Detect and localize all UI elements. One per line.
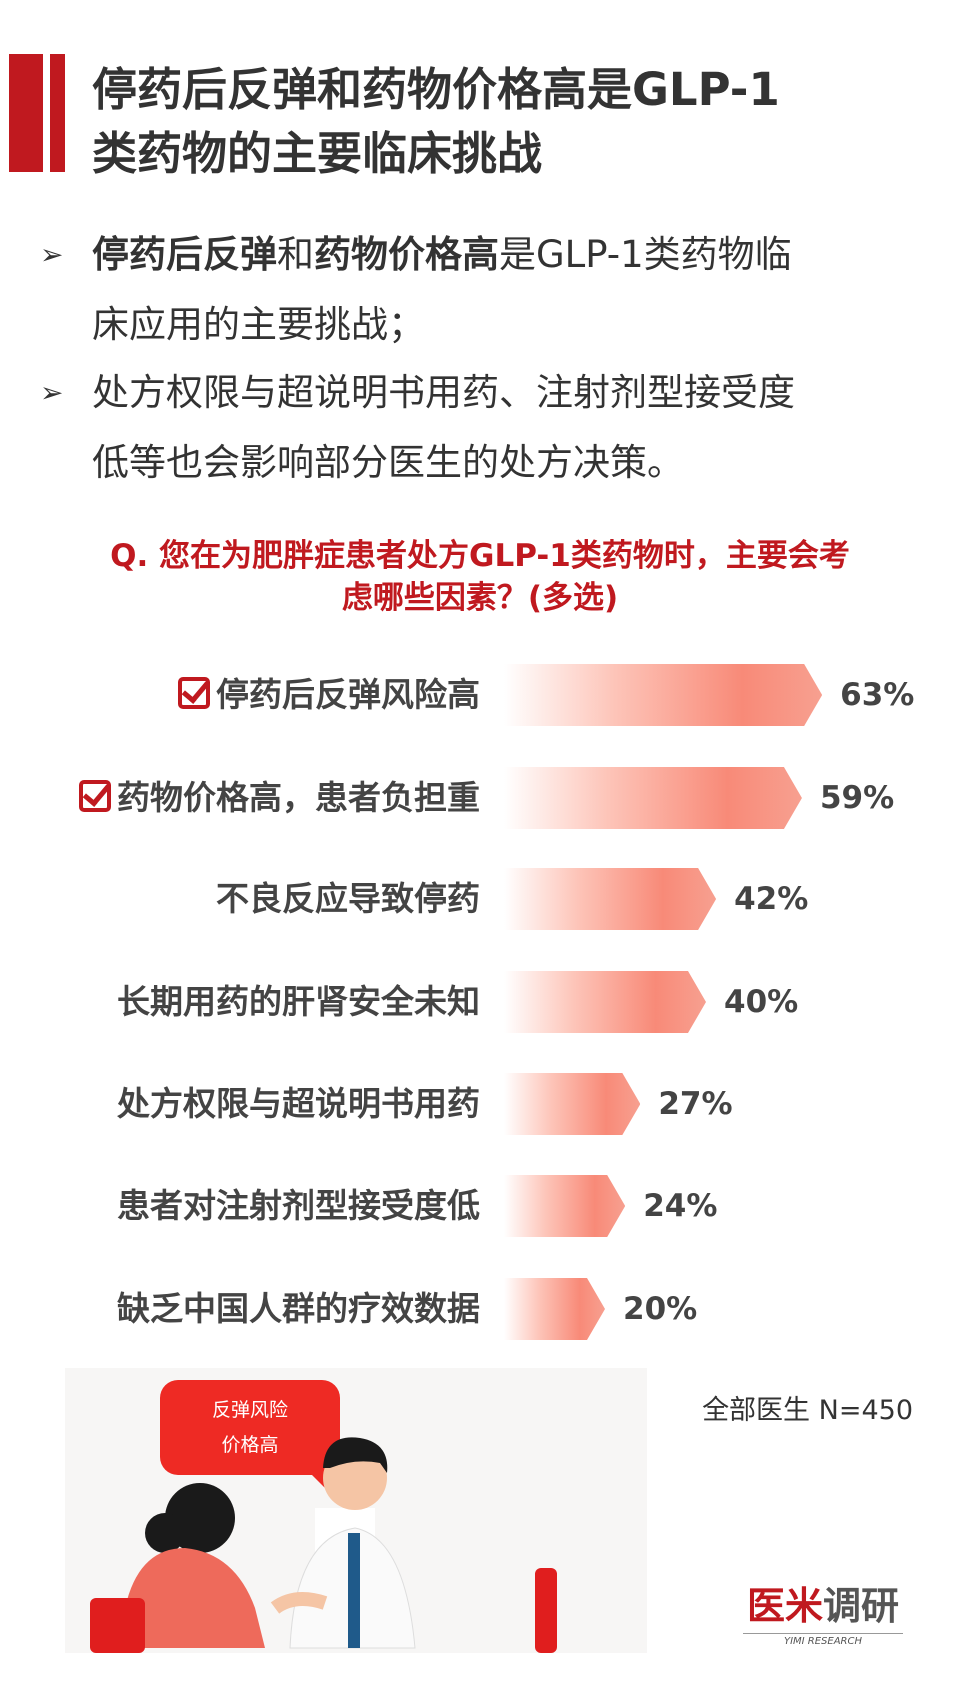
- checkbox-icon: [79, 780, 111, 812]
- bar-row: 患者对注射剂型接受度低 24%: [0, 1175, 960, 1237]
- value-label: 59%: [819, 780, 895, 816]
- category-text: 药物价格高，患者负担重: [117, 778, 480, 817]
- bullet-text: 是GLP-1类药物临: [499, 233, 792, 276]
- bar-row: 停药后反弹风险高 63%: [0, 664, 960, 726]
- title-line: 停药后反弹和药物价格高是GLP-1: [92, 63, 780, 116]
- arrow-icon: ➢: [40, 376, 64, 409]
- value-label: 27%: [658, 1086, 733, 1122]
- arrow-icon: ➢: [40, 238, 64, 271]
- bar: [504, 1073, 640, 1135]
- bullet-item: ➢ 处方权限与超说明书用药、注射剂型接受度 低等也会影响部分医生的处方决策。: [40, 358, 940, 498]
- question-line: 虑哪些因素？(多选): [341, 580, 619, 616]
- bar: [504, 767, 802, 829]
- bullet-item: ➢ 停药后反弹和药物价格高是GLP-1类药物临床应用的主要挑战；: [40, 220, 940, 360]
- category-label: 缺乏中国人群的疗效数据: [117, 1278, 480, 1340]
- value-label: 24%: [643, 1188, 718, 1224]
- bar-row: 长期用药的肝肾安全未知 40%: [0, 971, 960, 1033]
- category-text: 缺乏中国人群的疗效数据: [117, 1289, 480, 1328]
- bar: [504, 1175, 625, 1237]
- category-text: 长期用药的肝肾安全未知: [117, 982, 480, 1021]
- category-text: 处方权限与超说明书用药: [117, 1084, 480, 1123]
- bullet-text: 床应用的主要挑战；: [92, 303, 425, 346]
- value-label: 42%: [734, 881, 809, 917]
- bar-row: 处方权限与超说明书用药 27%: [0, 1073, 960, 1135]
- bar-row: 不良反应导致停药 42%: [0, 868, 960, 930]
- title-line: 类药物的主要临床挑战: [92, 127, 543, 180]
- question-line: Q. 您在为肥胖症患者处方GLP-1类药物时，主要会考: [110, 538, 850, 574]
- logo: 医米调研 YIMI RESEARCH: [743, 1583, 903, 1647]
- value-label: 63%: [840, 677, 915, 713]
- category-label: 长期用药的肝肾安全未知: [117, 971, 480, 1033]
- title-accent-bar: [9, 54, 43, 172]
- value-label: 20%: [623, 1291, 698, 1327]
- title-accent-bar: [50, 54, 65, 172]
- bubble-text: 反弹风险: [212, 1399, 288, 1421]
- speech-bubble: [160, 1380, 340, 1475]
- bullet-text: 处方权限与超说明书用药、注射剂型接受度: [92, 371, 795, 414]
- category-text: 患者对注射剂型接受度低: [117, 1186, 480, 1225]
- doctor-patient-illustration: 反弹风险 价格高: [65, 1368, 647, 1653]
- bar-row: 药物价格高，患者负担重 59%: [0, 767, 960, 829]
- bar-row: 缺乏中国人群的疗效数据 20%: [0, 1278, 960, 1340]
- category-label: 停药后反弹风险高: [178, 664, 480, 726]
- bar: [504, 664, 822, 726]
- bubble-text: 价格高: [221, 1434, 278, 1456]
- category-label: 药物价格高，患者负担重: [79, 767, 480, 829]
- page-title: 停药后反弹和药物价格高是GLP-1 类药物的主要临床挑战: [92, 58, 952, 186]
- category-text: 停药后反弹风险高: [216, 675, 480, 714]
- checkbox-icon: [178, 677, 210, 709]
- value-label: 40%: [724, 984, 799, 1020]
- question: Q. 您在为肥胖症患者处方GLP-1类药物时，主要会考 虑哪些因素？(多选): [20, 535, 940, 619]
- bullet-bold: 药物价格高: [314, 233, 499, 276]
- bullet-text: 低等也会影响部分医生的处方决策。: [92, 441, 684, 484]
- bar: [504, 868, 716, 930]
- category-text: 不良反应导致停药: [216, 879, 480, 918]
- bar: [504, 1278, 605, 1340]
- category-label: 不良反应导致停药: [216, 868, 480, 930]
- bar: [504, 971, 706, 1033]
- sample-note: 全部医生 N=450: [702, 1395, 913, 1426]
- category-label: 处方权限与超说明书用药: [117, 1073, 480, 1135]
- bullet-bold: 停药后反弹: [92, 233, 277, 276]
- category-label: 患者对注射剂型接受度低: [117, 1175, 480, 1237]
- bullet-text: 和: [277, 233, 314, 276]
